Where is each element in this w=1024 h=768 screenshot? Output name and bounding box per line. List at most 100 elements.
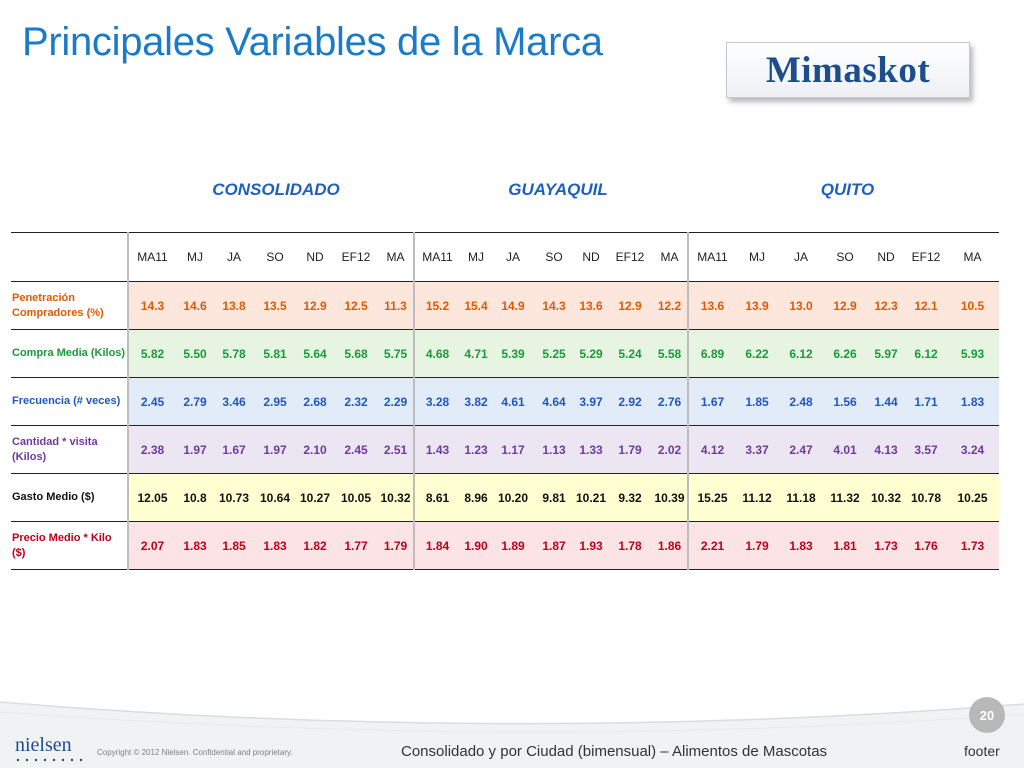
metric-value: 2.32 <box>334 377 378 426</box>
metric-value: 8.61 <box>413 473 460 522</box>
metric-value: 2.68 <box>296 377 334 426</box>
metric-value: 1.79 <box>378 521 414 570</box>
region-guayaquil: GUAYAQUIL <box>508 180 608 199</box>
period-header: ND <box>296 232 334 282</box>
period-header: MA <box>378 232 414 282</box>
nielsen-dots-icon <box>16 758 83 762</box>
metric-value: 1.43 <box>413 425 460 474</box>
metric-label: Gasto Medio ($) <box>12 491 95 503</box>
metric-value: 6.12 <box>906 329 946 378</box>
metric-label: Frecuencia (# veces) <box>12 395 121 407</box>
metric-row: Cantidad * visita (Kilos) 2.38 1.97 1.67 1.9… <box>11 425 999 474</box>
metric-value: 12.3 <box>866 281 906 330</box>
metric-value: 10.32 <box>378 473 414 522</box>
metric-value: 2.38 <box>127 425 176 474</box>
metric-value: 14.6 <box>176 281 214 330</box>
metric-value: 1.83 <box>254 521 296 570</box>
metric-value: 1.79 <box>608 425 652 474</box>
metric-value: 2.48 <box>778 377 824 426</box>
metric-value: 1.78 <box>608 521 652 570</box>
nielsen-logo: nielsen <box>15 734 72 756</box>
metric-value: 1.97 <box>254 425 296 474</box>
period-header: EF12 <box>334 232 378 282</box>
metric-value: 1.44 <box>866 377 906 426</box>
metric-value: 2.10 <box>296 425 334 474</box>
metric-value: 3.24 <box>946 425 999 474</box>
copyright-text: Copyright © 2012 Nielsen. Confidential a… <box>97 748 293 757</box>
footer-label: footer <box>964 743 1000 759</box>
metric-value: 5.58 <box>652 329 688 378</box>
metric-value: 1.67 <box>687 377 736 426</box>
logo-text: Mimaskot <box>765 49 931 91</box>
metric-value: 15.25 <box>687 473 736 522</box>
metric-value: 1.89 <box>492 521 534 570</box>
metric-value: 2.45 <box>127 377 176 426</box>
metric-value: 10.27 <box>296 473 334 522</box>
period-header: JA <box>778 232 824 282</box>
metric-value: 1.73 <box>946 521 999 570</box>
metric-row: Penetración Compradores (%) 14.3 14.6 13.8 1… <box>11 281 999 330</box>
metric-value: 10.78 <box>906 473 946 522</box>
metric-value: 2.79 <box>176 377 214 426</box>
metric-value: 10.05 <box>334 473 378 522</box>
metric-value: 1.79 <box>736 521 778 570</box>
metric-value: 1.83 <box>946 377 999 426</box>
metric-value: 4.71 <box>460 329 492 378</box>
metric-row: Precio Medio * Kilo ($) 2.07 1.83 1.85 1.83 1… <box>11 521 999 570</box>
metric-row: Gasto Medio ($) 12.05 10.8 10.73 10.64 10.27 1… <box>11 473 999 522</box>
metric-value: 3.28 <box>413 377 460 426</box>
metric-value: 5.97 <box>866 329 906 378</box>
period-header: SO <box>534 232 574 282</box>
metric-value: 4.61 <box>492 377 534 426</box>
metric-label: Cantidad * visita (Kilos) <box>12 435 98 463</box>
metric-label: Precio Medio * Kilo ($) <box>12 531 112 559</box>
metric-value: 5.50 <box>176 329 214 378</box>
header-corner <box>11 232 128 282</box>
metric-value: 3.97 <box>574 377 608 426</box>
metric-value: 5.24 <box>608 329 652 378</box>
metric-label: Penetración Compradores (%) <box>12 291 104 319</box>
period-header: MA11 <box>413 232 460 282</box>
metric-value: 2.07 <box>127 521 176 570</box>
metric-value: 13.8 <box>214 281 254 330</box>
metric-value: 10.25 <box>946 473 999 522</box>
metric-value: 2.95 <box>254 377 296 426</box>
mimaskot-logo: Mimaskot <box>726 42 970 98</box>
metric-value: 5.81 <box>254 329 296 378</box>
metric-value: 3.37 <box>736 425 778 474</box>
footer-swoosh <box>0 701 1024 768</box>
metric-value: 1.13 <box>534 425 574 474</box>
metric-value: 12.2 <box>652 281 688 330</box>
metric-value: 1.97 <box>176 425 214 474</box>
metric-value: 3.46 <box>214 377 254 426</box>
metric-value: 5.93 <box>946 329 999 378</box>
period-header: MA11 <box>127 232 176 282</box>
period-header: MJ <box>460 232 492 282</box>
metric-value: 10.32 <box>866 473 906 522</box>
metric-value: 13.6 <box>574 281 608 330</box>
metric-value: 2.47 <box>778 425 824 474</box>
metric-value: 11.3 <box>378 281 414 330</box>
metric-value: 14.3 <box>534 281 574 330</box>
metric-value: 5.39 <box>492 329 534 378</box>
metric-value: 1.85 <box>736 377 778 426</box>
period-header: EF12 <box>906 232 946 282</box>
metric-row: Compra Media (Kilos) 5.82 5.50 5.78 5.81 5.64… <box>11 329 999 378</box>
metric-value: 5.64 <box>296 329 334 378</box>
metric-value: 4.12 <box>687 425 736 474</box>
metric-value: 1.76 <box>906 521 946 570</box>
metric-value: 10.8 <box>176 473 214 522</box>
metric-value: 6.26 <box>824 329 866 378</box>
metric-value: 4.13 <box>866 425 906 474</box>
metric-value: 2.92 <box>608 377 652 426</box>
period-header: SO <box>254 232 296 282</box>
period-header: JA <box>214 232 254 282</box>
metric-value: 1.77 <box>334 521 378 570</box>
metric-value: 10.21 <box>574 473 608 522</box>
metric-value: 12.5 <box>334 281 378 330</box>
period-header-row: MA11 MJ JA SO ND EF12 MA MA11 MJ JA SO ND EF12 MA MA11… <box>11 232 999 282</box>
metric-value: 3.57 <box>906 425 946 474</box>
metric-value: 3.82 <box>460 377 492 426</box>
metric-value: 13.5 <box>254 281 296 330</box>
metric-value: 9.32 <box>608 473 652 522</box>
